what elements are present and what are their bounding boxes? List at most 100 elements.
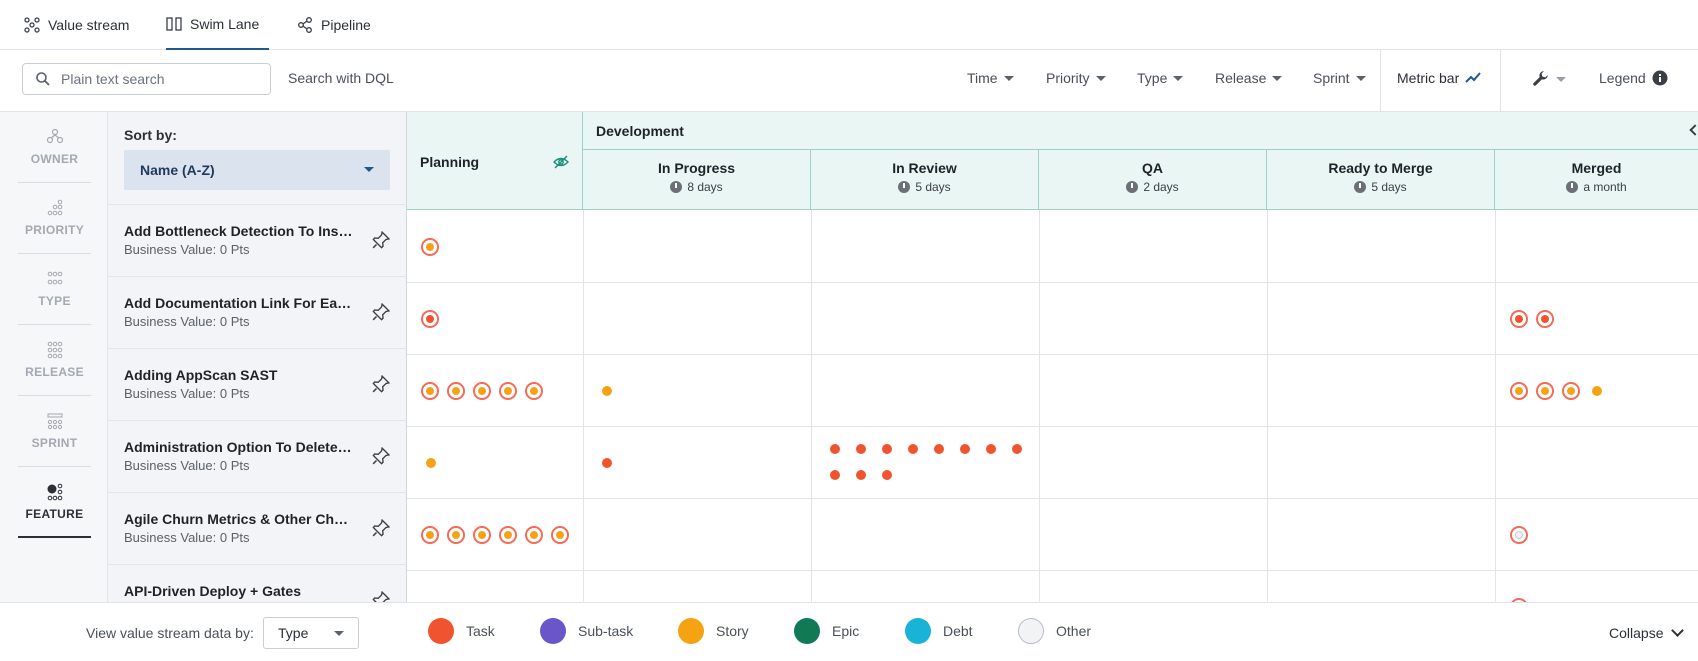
pin-icon[interactable]	[372, 375, 390, 393]
swim-lane-row-header: Agile Churn Metrics & Other Charts Expan…	[108, 492, 407, 564]
filter-label: Release	[1215, 70, 1267, 86]
row-title[interactable]: Adding AppScan SAST	[124, 367, 278, 383]
row-title[interactable]: Agile Churn Metrics & Other Charts Expan…	[124, 511, 354, 527]
work-item-story[interactable]	[1592, 386, 1602, 396]
sort-select[interactable]: Name (A-Z)	[124, 150, 390, 190]
legend-swatch	[905, 618, 931, 644]
work-item-story[interactable]	[1562, 382, 1580, 400]
work-item-task[interactable]	[830, 444, 840, 454]
group-sprint[interactable]: SPRINT	[18, 396, 91, 467]
column-divider	[1495, 210, 1496, 602]
work-item-story[interactable]	[421, 526, 439, 544]
work-item-task[interactable]	[856, 470, 866, 480]
work-item-story[interactable]	[499, 526, 517, 544]
tab-pipeline[interactable]: Pipeline	[297, 0, 371, 50]
work-item-task[interactable]	[1510, 310, 1528, 328]
work-item-task[interactable]	[830, 470, 840, 480]
work-item-story[interactable]	[602, 386, 612, 396]
search-with-dql-link[interactable]: Search with DQL	[288, 70, 394, 86]
tab-label: Swim Lane	[190, 16, 260, 32]
filter-label: Sprint	[1313, 70, 1350, 86]
search-input[interactable]: Plain text search	[22, 63, 271, 95]
work-item-task[interactable]	[908, 444, 918, 454]
release-icon	[47, 341, 62, 359]
work-item-story[interactable]	[473, 382, 491, 400]
work-item-task[interactable]	[882, 444, 892, 454]
row-subtitle: Business Value: 0 Pts	[124, 530, 250, 545]
filter-sprint[interactable]: Sprint	[1313, 70, 1366, 86]
search-placeholder: Plain text search	[61, 71, 165, 87]
row-subtitle: Business Value: 0 Pts	[124, 314, 250, 329]
legend-item-other: Other	[1018, 618, 1091, 644]
work-item-task[interactable]	[986, 444, 996, 454]
group-owner[interactable]: OWNER	[18, 112, 91, 183]
filter-time[interactable]: Time	[967, 70, 1014, 86]
work-item-task[interactable]	[421, 310, 439, 328]
work-item-story[interactable]	[447, 382, 465, 400]
row-title[interactable]: Add Bottleneck Detection To Insights Das…	[124, 223, 354, 239]
group-feature[interactable]: FEATURE	[18, 467, 91, 538]
group-priority[interactable]: PRIORITY	[18, 183, 91, 254]
view-by-select[interactable]: Type	[263, 617, 359, 649]
collapse-label: Collapse	[1609, 625, 1664, 641]
legend-swatch	[540, 618, 566, 644]
work-item-task[interactable]	[934, 444, 944, 454]
pin-icon[interactable]	[372, 231, 390, 249]
work-item-story[interactable]	[525, 526, 543, 544]
pin-icon[interactable]	[372, 303, 390, 321]
sort-by-label: Sort by:	[124, 127, 177, 143]
work-item-task[interactable]	[882, 470, 892, 480]
hide-eye-icon[interactable]	[553, 154, 569, 170]
row-title[interactable]: API-Driven Deploy + Gates	[124, 583, 302, 599]
work-item-story[interactable]	[1536, 382, 1554, 400]
legend-label: Other	[1056, 623, 1092, 639]
legend-item-story: Story	[678, 618, 749, 644]
pin-icon[interactable]	[372, 519, 390, 537]
rail-label: RELEASE	[25, 365, 84, 379]
stage-name: QA	[1142, 160, 1163, 176]
filter-release[interactable]: Release	[1215, 70, 1283, 86]
tab-value-stream[interactable]: Value stream	[24, 0, 129, 50]
clock-icon	[670, 181, 683, 193]
tab-swim-lane[interactable]: Swim Lane	[166, 0, 270, 50]
pin-icon[interactable]	[372, 447, 390, 465]
stage-duration: a month	[1583, 180, 1627, 194]
filter-label: Type	[1137, 70, 1168, 86]
divider	[1500, 50, 1501, 111]
work-item-story[interactable]	[447, 526, 465, 544]
work-item-other[interactable]	[1510, 526, 1528, 544]
column-stage: QA 2 days	[1039, 150, 1267, 210]
column-stage: In Review 5 days	[811, 150, 1039, 210]
settings-menu[interactable]	[1532, 70, 1566, 88]
filter-priority[interactable]: Priority	[1046, 70, 1106, 86]
work-item-task[interactable]	[856, 444, 866, 454]
rail-label: PRIORITY	[24, 223, 85, 237]
work-item-story[interactable]	[421, 382, 439, 400]
swim-lane-row-header: Administration Option To Delete Resource…	[108, 420, 407, 492]
stage-duration: 5 days	[1371, 180, 1407, 194]
work-item-story[interactable]	[525, 382, 543, 400]
work-item-task[interactable]	[1012, 444, 1022, 454]
legend-button[interactable]: Legend	[1599, 70, 1668, 86]
work-item-story[interactable]	[499, 382, 517, 400]
work-item-task[interactable]	[602, 458, 612, 468]
row-title[interactable]: Administration Option To Delete Resource…	[124, 439, 354, 455]
caret-down-icon	[1272, 75, 1283, 81]
metric-bar-toggle[interactable]: Metric bar	[1397, 70, 1481, 86]
group-release[interactable]: RELEASE	[18, 325, 91, 396]
work-item-task[interactable]	[960, 444, 970, 454]
work-item-story[interactable]	[1510, 382, 1528, 400]
group-type[interactable]: TYPE	[18, 254, 91, 325]
row-divider	[407, 426, 1698, 427]
row-title[interactable]: Add Documentation Link For Each Analytic…	[124, 295, 354, 311]
work-item-task[interactable]	[1536, 310, 1554, 328]
work-item-story[interactable]	[421, 238, 439, 256]
filter-type[interactable]: Type	[1137, 70, 1184, 86]
collapse-button[interactable]: Collapse	[1609, 624, 1685, 641]
view-by-label: View value stream data by:	[86, 625, 254, 641]
work-item-story[interactable]	[426, 458, 436, 468]
work-item-story[interactable]	[473, 526, 491, 544]
work-item-story[interactable]	[551, 526, 569, 544]
legend-item-epic: Epic	[794, 618, 859, 644]
sort-value: Name (A-Z)	[140, 162, 215, 178]
